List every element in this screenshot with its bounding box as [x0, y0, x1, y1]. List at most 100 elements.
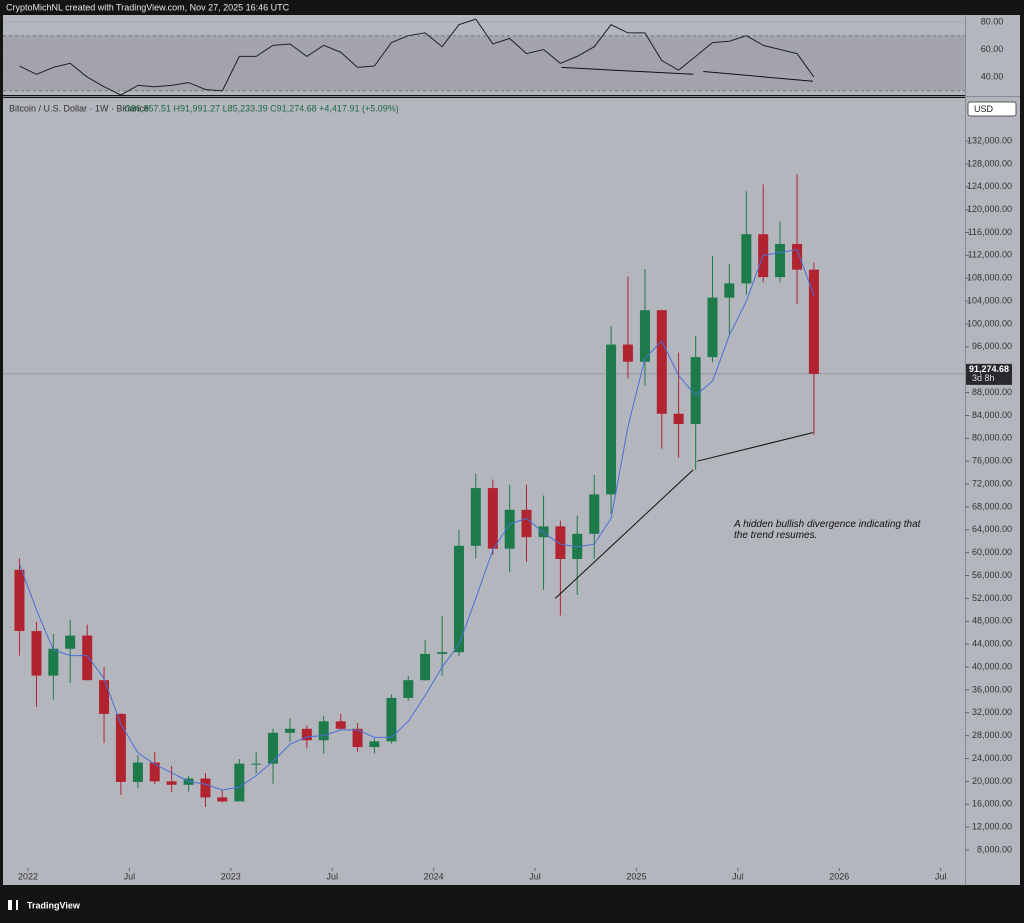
candle-body [115, 713, 126, 782]
candle-body [234, 763, 245, 802]
x-tick-label: Jul [529, 871, 541, 881]
y-tick-label: 48,000.00 [972, 616, 1012, 626]
y-tick-label: 16,000.00 [972, 799, 1012, 809]
candle-body [453, 545, 464, 653]
y-tick-label: 40,000.00 [972, 661, 1012, 671]
candle-body [673, 413, 684, 425]
rsi-line [19, 18, 815, 96]
y-tick-label: 116,000.00 [968, 227, 1012, 237]
candle-body [792, 243, 803, 270]
candle-body [606, 344, 617, 495]
candle-body [437, 652, 448, 654]
candle-body [808, 269, 819, 374]
candle-body [487, 488, 498, 549]
candle-body [555, 526, 566, 559]
y-tick-label: 44,000.00 [972, 639, 1012, 649]
logo [8, 900, 18, 914]
x-tick-label: 2024 [424, 871, 444, 881]
y-tick-label: 32,000.00 [972, 707, 1012, 717]
candle-body [132, 762, 143, 782]
candle-body [251, 763, 262, 765]
currency-box[interactable] [967, 101, 1017, 117]
y-tick-label: 120,000.00 [967, 204, 1012, 214]
rsi-pane [3, 15, 965, 95]
candle-body [420, 653, 431, 681]
y-tick-label: 68,000.00 [972, 501, 1012, 511]
trendline [561, 66, 694, 75]
candle-body [267, 732, 278, 764]
candle-body [656, 310, 667, 414]
x-tick-label: Jul [326, 871, 338, 881]
candle-body [14, 569, 25, 632]
candle-body [622, 344, 633, 362]
candle-body [589, 494, 600, 534]
candle-body [521, 509, 532, 538]
y-tick-label: 112,000.00 [968, 250, 1012, 260]
y-tick-label: 100,000.00 [967, 318, 1012, 328]
y-tick-label: 124,000.00 [967, 181, 1012, 191]
y-tick-label: 60,000.00 [972, 547, 1012, 557]
candle-body [369, 741, 380, 748]
last-price-box [966, 363, 1012, 385]
candle-body [31, 631, 42, 676]
y-tick-label: 8,000.00 [977, 844, 1012, 854]
y-tick-label: 84,000.00 [972, 410, 1012, 420]
candle-body [65, 635, 76, 649]
y-tick-label: 132,000.00 [967, 135, 1012, 145]
time-axis [3, 868, 965, 885]
y-tick-label: 56,000.00 [972, 570, 1012, 580]
candle-body [504, 509, 515, 549]
trendline [703, 71, 813, 82]
y-tick-label: 76,000.00 [972, 456, 1012, 466]
y-tick-label: 28,000.00 [972, 730, 1012, 740]
candle-body [572, 533, 583, 559]
candle-body [741, 234, 752, 284]
y-tick-label: 52,000.00 [972, 593, 1012, 603]
candle-body [639, 310, 650, 362]
trendline [554, 469, 694, 599]
candle-body [707, 297, 718, 358]
rsi-band [3, 35, 965, 91]
candle-body [775, 243, 786, 278]
currency[interactable]: USD [974, 104, 994, 114]
y-tick-label: 128,000.00 [967, 158, 1012, 168]
rsi-tick-label: 60.00 [981, 44, 1004, 54]
candle-body [301, 728, 312, 741]
candle-body [149, 762, 160, 782]
y-tick-label: 36,000.00 [972, 684, 1012, 694]
y-tick-label: 64,000.00 [972, 524, 1012, 534]
candle-body [335, 721, 346, 729]
symbol-title: Bitcoin / U.S. Dollar · 1W · Binance [9, 103, 149, 113]
candle-body [352, 728, 363, 748]
moving-average [19, 249, 815, 791]
last-price-label: 91,274.68 [969, 364, 1009, 374]
rsi-tick-label: 40.00 [981, 71, 1004, 81]
x-tick-label: 2022 [18, 871, 38, 881]
candle-body [386, 697, 397, 742]
y-tick-label: 88,000.00 [972, 387, 1012, 397]
candle-body [285, 728, 296, 733]
ohlc-legend: O86,857.51 H91,991.27 L85,233.39 C91,274… [124, 103, 399, 113]
x-tick-label: Jul [124, 871, 136, 881]
candle-body [538, 526, 549, 538]
y-tick-label: 12,000.00 [972, 821, 1012, 831]
candle-body [166, 781, 177, 785]
price-pane [3, 98, 965, 868]
candle-body [690, 357, 701, 425]
candle-body [99, 680, 110, 714]
candle-body [48, 648, 59, 676]
header: CryptoMichNL created with TradingView.co… [6, 2, 290, 12]
y-tick-label: 104,000.00 [967, 295, 1012, 305]
candle-body [403, 680, 414, 698]
candle-body [82, 635, 93, 681]
y-tick-label: 108,000.00 [967, 273, 1012, 283]
y-tick-label: 20,000.00 [972, 776, 1012, 786]
candle-body [318, 721, 329, 741]
countdown: 3d 8h [972, 373, 995, 383]
candle-body [724, 283, 735, 298]
annotation: A hidden bullish divergence indicating t… [734, 519, 921, 541]
trendline [697, 432, 814, 462]
candle-body [470, 488, 481, 546]
